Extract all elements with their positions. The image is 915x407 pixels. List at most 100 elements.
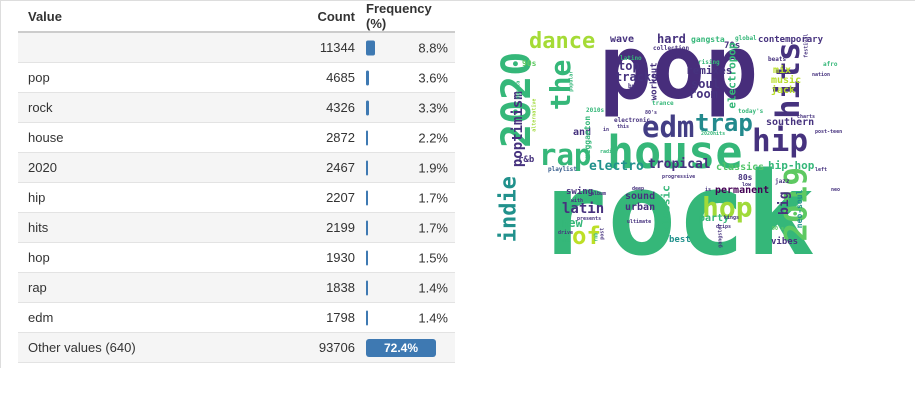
value-cell: pop <box>28 70 50 85</box>
wordcloud-word: neo <box>831 187 841 193</box>
value-cell: hip <box>28 190 46 205</box>
wordcloud-word: playlist <box>548 166 577 173</box>
wordcloud-word: trap <box>695 109 753 137</box>
wordcloud-word: permanent <box>715 185 770 196</box>
table-row: edm 1798 1.4% <box>18 303 455 333</box>
wordcloud-word: in <box>603 127 610 133</box>
table-row: hip 2207 1.7% <box>18 183 455 213</box>
frequency-bar <box>366 220 368 235</box>
count-cell: 2872 <box>326 130 355 145</box>
wordcloud-word: hip-hop <box>768 159 815 172</box>
wordcloud-word: reggaeton <box>582 115 592 160</box>
wordcloud-word: alternative <box>531 98 538 132</box>
wordcloud-word: collection <box>653 45 690 52</box>
table-row: hits 2199 1.7% <box>18 213 455 243</box>
value-cell: rap <box>28 280 47 295</box>
wordcloud-word: ultimate <box>627 219 652 225</box>
wordcloud-word: wave <box>610 34 635 45</box>
wordcloud-word: 70s <box>724 41 741 51</box>
frequency-percent: 1.7% <box>418 190 448 205</box>
column-header-frequency: Frequency (%) <box>366 1 432 31</box>
frequency-bar <box>366 130 368 145</box>
wordcloud-word: global <box>735 35 757 42</box>
value-cell: hits <box>28 220 49 235</box>
wordcloud-word: low <box>742 182 752 188</box>
wordcloud-word: drips <box>716 224 732 230</box>
wordcloud-word: remixes <box>686 64 733 77</box>
wordcloud-word: is <box>705 187 712 193</box>
frequency-bar <box>366 70 369 85</box>
wordcloud-word: rock <box>538 148 815 282</box>
wordcloud-word: this <box>617 124 630 130</box>
wordcloud-word: music <box>771 75 802 86</box>
wordcloud-word: hop <box>702 191 753 224</box>
frequency-bar <box>366 40 375 55</box>
frequency-bar <box>366 160 368 175</box>
wordcloud-word: hip <box>752 123 808 159</box>
wordcloud-word: mix <box>773 65 792 76</box>
wordcloud-word: rap <box>539 138 592 172</box>
wordcloud-word: classics <box>716 162 765 173</box>
wordcloud-word: contemporary <box>758 35 824 45</box>
wordcloud-word: edm <box>642 110 695 144</box>
wordcloud-word: jazz <box>775 178 790 185</box>
wordcloud-word: room <box>689 87 718 101</box>
wordcloud-word: tracks <box>615 70 659 84</box>
wordcloud-word: 80's <box>645 110 658 116</box>
wordcloud-word: 80s <box>738 173 753 182</box>
wordcloud-word: album <box>591 191 607 197</box>
wordcloud-word: beats <box>768 56 787 63</box>
wordcloud-word: of <box>572 222 601 250</box>
frequency-bar <box>366 280 368 295</box>
wordcloud-word: popular <box>568 70 575 92</box>
value-cell: Other values (640) <box>28 340 136 355</box>
wordcloud-word: electro <box>589 159 644 174</box>
wordcloud-word: today's <box>738 108 764 115</box>
wordcloud-image: pop rock house hip hits 2020 2019 dance rap edm tr… <box>494 15 865 281</box>
frequency-bar: 72.4% <box>366 338 436 357</box>
wordcloud-word: presents <box>577 216 602 222</box>
frequency-percent: 1.4% <box>418 280 448 295</box>
count-cell: 2199 <box>326 220 355 235</box>
wordcloud-word: radio <box>600 149 616 155</box>
column-header-value: Value <box>28 8 62 24</box>
value-cell: hop <box>28 250 50 265</box>
wordcloud-word: house <box>607 126 743 179</box>
wordcloud-word: progressive <box>662 174 696 180</box>
count-cell: 93706 <box>318 340 355 355</box>
wordcloud-word: vibes <box>771 237 799 247</box>
frequency-percent: 1.5% <box>418 250 448 265</box>
table-row: 11344 8.8% <box>18 33 455 63</box>
value-cell: rock <box>28 100 53 115</box>
wordcloud-word: charts <box>797 114 816 120</box>
count-cell: 4326 <box>326 100 355 115</box>
wordcloud-word: jack <box>771 85 796 96</box>
frequency-percent: 1.9% <box>418 160 448 175</box>
frequency-percent: 1.4% <box>418 310 448 325</box>
wordcloud-word: 2020hits <box>701 131 726 137</box>
frequency-percent: 1.7% <box>418 220 448 235</box>
count-cell: 4685 <box>326 70 355 85</box>
wordcloud-word: with <box>571 198 584 204</box>
wordcloud-word: left <box>815 167 828 173</box>
wordcloud-word: kings <box>724 215 740 221</box>
wordcloud-word: 2010s <box>586 107 605 114</box>
table-row: pop 4685 3.6% <box>18 63 455 93</box>
wordcloud-word: big <box>777 191 793 215</box>
wordcloud-word: best <box>669 235 691 245</box>
wordcloud-word: nation <box>812 72 831 78</box>
count-cell: 1838 <box>326 280 355 295</box>
wordcloud-word: post <box>599 227 606 240</box>
value-cell: 2020 <box>28 160 57 175</box>
wordcloud-word: indie <box>496 176 522 243</box>
wordcloud-word: gangsta <box>691 35 725 44</box>
wordcloud-word: funk <box>558 238 571 244</box>
wordcloud-word: afro <box>823 61 838 68</box>
frequency-percent: 3.3% <box>418 100 448 115</box>
frequency-bar <box>366 100 369 115</box>
count-cell: 2207 <box>326 190 355 205</box>
count-cell: 2467 <box>326 160 355 175</box>
frequency-percent: 8.8% <box>418 40 448 55</box>
table-row: house 2872 2.2% <box>18 123 455 153</box>
column-header-count: Count <box>317 8 355 24</box>
